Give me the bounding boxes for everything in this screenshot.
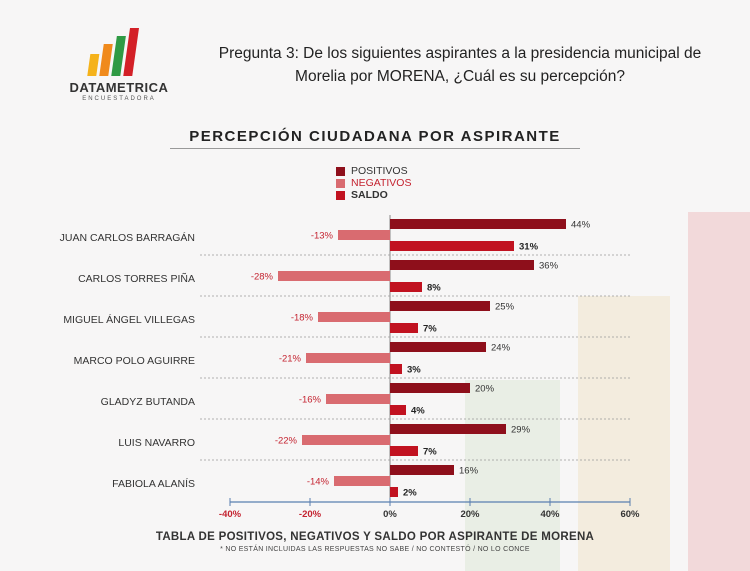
x-tick-label: 0% (383, 509, 397, 520)
bar-negativos (318, 312, 390, 322)
chart-legend: POSITIVOS NEGATIVOS SALDO (336, 165, 411, 201)
bar-positivos (390, 465, 454, 475)
bar-saldo (390, 405, 406, 415)
data-label-saldo: 8% (427, 283, 441, 294)
data-label-negativos: -16% (299, 395, 322, 406)
data-label-saldo: 7% (423, 447, 437, 458)
data-label-negativos: -22% (275, 436, 298, 447)
category-label: LUIS NAVARRO (118, 437, 195, 449)
data-label-positivos: 20% (475, 384, 495, 395)
category-label: CARLOS TORRES PIÑA (78, 272, 195, 285)
legend-label-negativos: NEGATIVOS (351, 177, 412, 189)
category-label: MIGUEL ÁNGEL VILLEGAS (63, 313, 195, 326)
bar-saldo (390, 241, 514, 251)
bar-positivos (390, 424, 506, 434)
data-label-positivos: 36% (539, 261, 559, 272)
chart-note: * NO ESTÁN INCLUIDAS LAS RESPUESTAS NO S… (220, 546, 530, 553)
title-underline (170, 148, 580, 149)
bar-saldo (390, 323, 418, 333)
bar-saldo (390, 487, 398, 497)
bar-saldo (390, 282, 422, 292)
data-label-saldo: 2% (403, 488, 417, 499)
category-label: JUAN CARLOS BARRAGÁN (60, 231, 195, 244)
legend-label-saldo: SALDO (351, 189, 388, 201)
legend-swatch-positivos (336, 166, 345, 176)
logo-subtitle: ENCUESTADORA (82, 96, 156, 102)
bar-positivos (390, 219, 566, 229)
legend-label-positivos: POSITIVOS (351, 165, 408, 177)
datametrica-logo (87, 28, 139, 76)
data-label-saldo: 31% (519, 242, 539, 253)
x-tick-label: -20% (299, 509, 322, 520)
data-label-negativos: -18% (291, 313, 314, 324)
data-label-positivos: 24% (491, 343, 511, 354)
data-label-negativos: -13% (311, 231, 334, 242)
legend-item-negativos: NEGATIVOS (336, 177, 411, 189)
bar-negativos (334, 476, 390, 486)
data-label-saldo: 7% (423, 324, 437, 335)
legend-swatch-saldo (336, 190, 345, 200)
bg-stripe-red (688, 212, 750, 571)
legend-item-positivos: POSITIVOS (336, 165, 411, 177)
bg-stripe-gold (578, 296, 670, 571)
bar-negativos (302, 435, 390, 445)
data-label-positivos: 44% (571, 220, 591, 231)
x-tick-label: -40% (219, 509, 242, 520)
data-label-negativos: -28% (251, 272, 274, 283)
bar-saldo (390, 446, 418, 456)
category-label: GLADYZ BUTANDA (101, 396, 195, 408)
category-label: MARCO POLO AGUIRRE (74, 355, 195, 367)
chart-caption: TABLA DE POSITIVOS, NEGATIVOS Y SALDO PO… (155, 531, 595, 543)
bar-positivos (390, 383, 470, 393)
category-label: FABIOLA ALANÍS (112, 477, 195, 490)
bar-negativos (326, 394, 390, 404)
logo-name: DATAMETRICA (69, 80, 169, 95)
x-tick-label: 60% (620, 509, 640, 520)
data-label-positivos: 25% (495, 302, 515, 313)
bar-negativos (306, 353, 390, 363)
data-label-positivos: 29% (511, 425, 531, 436)
data-label-negativos: -14% (307, 477, 330, 488)
question-text: Pregunta 3: De los siguientes aspirantes… (218, 45, 702, 85)
chart-title: PERCEPCIÓN CIUDADANA POR ASPIRANTE (189, 128, 561, 145)
data-label-negativos: -21% (279, 354, 302, 365)
data-label-saldo: 4% (411, 406, 425, 417)
data-label-positivos: 16% (459, 466, 479, 477)
bg-stripe-green (465, 380, 560, 571)
bar-negativos (338, 230, 390, 240)
data-label-saldo: 3% (407, 365, 421, 376)
legend-swatch-negativos (336, 178, 345, 188)
bar-positivos (390, 342, 486, 352)
bar-saldo (390, 364, 402, 374)
legend-item-saldo: SALDO (336, 189, 411, 201)
bar-positivos (390, 301, 490, 311)
bar-positivos (390, 260, 534, 270)
x-tick-label: 20% (460, 509, 480, 520)
bar-negativos (278, 271, 390, 281)
x-tick-label: 40% (540, 509, 560, 520)
